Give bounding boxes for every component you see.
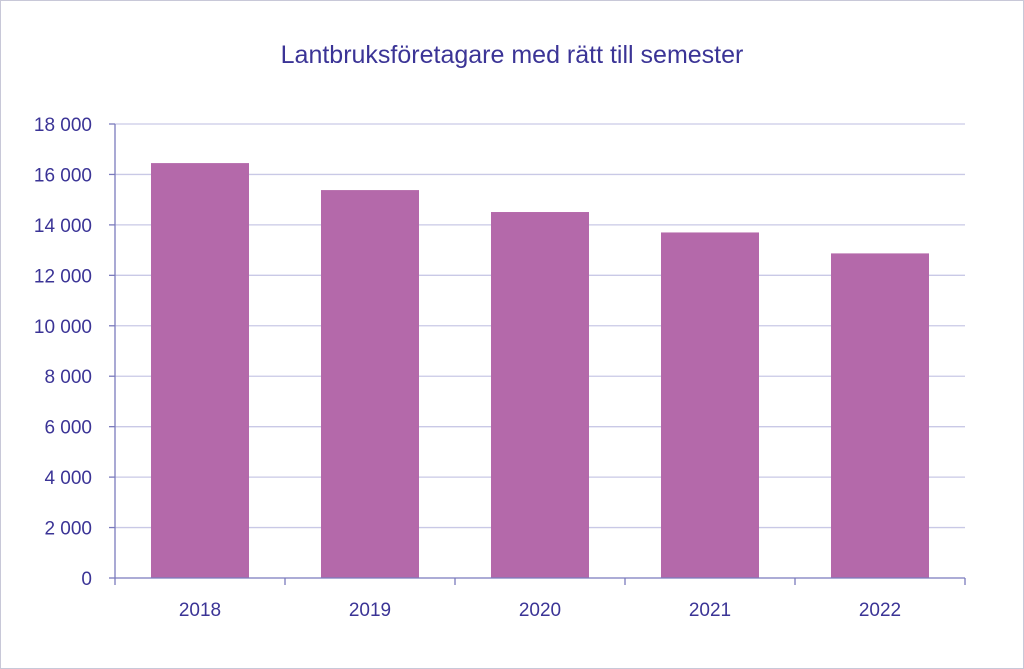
bar-2020 [491, 212, 589, 578]
y-tick-label: 10 000 [34, 317, 92, 338]
y-tick-label: 14 000 [34, 216, 92, 237]
y-tick-label: 0 [81, 569, 92, 590]
bar-2018 [151, 163, 249, 578]
chart-title: Lantbruksföretagare med rätt till semest… [280, 41, 744, 69]
y-tick-label: 6 000 [44, 418, 92, 439]
x-tick-label: 2019 [349, 600, 391, 621]
y-tick-label: 18 000 [34, 115, 92, 136]
y-tick-label: 16 000 [34, 165, 92, 186]
y-tick-label: 4 000 [44, 468, 92, 489]
bar-2019 [321, 190, 419, 579]
x-tick-label: 2021 [689, 600, 731, 621]
x-tick-label: 2022 [859, 600, 901, 621]
x-tick-label: 2020 [519, 600, 561, 621]
y-tick-label: 2 000 [44, 519, 92, 540]
bar-2022 [831, 253, 929, 578]
bars [151, 163, 929, 579]
y-tick-label: 8 000 [44, 367, 92, 388]
x-tick-label: 2018 [179, 600, 221, 621]
tick-labels: 0 2 000 4 000 6 000 8 000 10 000 12 000 14 000 1… [34, 115, 901, 621]
bar-2021 [661, 232, 759, 578]
axes [109, 123, 966, 585]
y-tick-label: 12 000 [34, 266, 92, 287]
